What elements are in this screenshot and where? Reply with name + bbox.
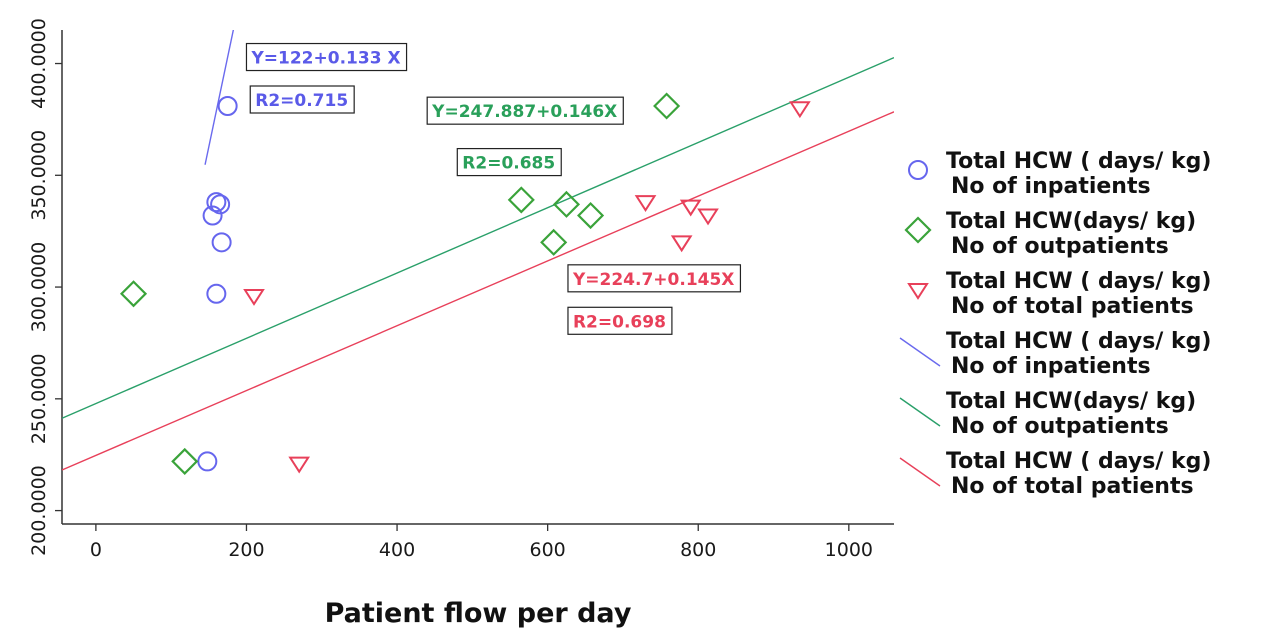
annotation-box xyxy=(567,264,742,293)
data-point-triangle-down xyxy=(288,456,311,474)
data-point-diamond xyxy=(507,186,535,214)
data-point-circle xyxy=(210,194,231,215)
legend-sublabel: No of total patients xyxy=(951,294,1194,319)
legend-marker-circle xyxy=(908,160,928,180)
data-point-diamond xyxy=(540,228,568,256)
annotations: Y=122+0.133 X R2=0.715 Y=247.887+0.146X R2=… xyxy=(245,42,742,335)
data-point-triangle-down xyxy=(679,199,702,217)
legend-label: Total HCW ( days/ kg) xyxy=(946,149,1211,174)
y-tick-label: 250.0000 xyxy=(28,353,50,444)
annotation-text: R2=0.685 xyxy=(462,154,555,174)
x-tick-label: 0 xyxy=(90,539,102,561)
data-point-triangle-down xyxy=(670,235,693,253)
regression-line xyxy=(62,56,894,419)
legend-label: Total HCW ( days/ kg) xyxy=(946,269,1211,294)
x-axis-label: Patient flow per day xyxy=(325,598,632,629)
annotation-text: R2=0.698 xyxy=(573,312,666,332)
annotation-text: R2=0.715 xyxy=(255,91,348,111)
y-tick-label: 200.0000 xyxy=(28,465,50,556)
data-point-circle xyxy=(202,205,223,226)
x-tick-label: 1000 xyxy=(825,539,873,561)
annotation-box xyxy=(249,85,355,114)
legend-sublabel: No of total patients xyxy=(951,474,1194,499)
data-point-triangle-down xyxy=(789,101,811,119)
legend-marker-diamond xyxy=(904,216,932,244)
regression-lines xyxy=(62,30,894,471)
annotation-box xyxy=(426,96,624,125)
data-point-diamond xyxy=(171,447,199,475)
legend-label: Total HCW ( days/ kg) xyxy=(946,449,1211,474)
annotation-box xyxy=(245,42,408,72)
legend: Total HCW ( days/ kg)No of inpatientsTot… xyxy=(899,149,1211,499)
x-tick-label: 600 xyxy=(530,539,566,561)
legend-sublabel: No of outpatients xyxy=(951,234,1169,259)
x-tick-label: 800 xyxy=(680,539,716,561)
data-points xyxy=(119,92,811,475)
data-point-circle xyxy=(206,192,227,213)
data-point-triangle-down xyxy=(634,195,657,212)
legend-line-swatch xyxy=(899,457,941,487)
legend-marker-triangle-down xyxy=(907,283,929,300)
annotation-text: Y=224.7+0.145X xyxy=(572,270,734,290)
regression-line xyxy=(62,111,894,471)
legend-line-swatch xyxy=(899,397,941,427)
legend-label: Total HCW(days/ kg) xyxy=(946,389,1196,414)
data-point-circle xyxy=(211,232,232,253)
annotation-text: Y=247.887+0.146X xyxy=(431,102,617,122)
y-tick-label: 350.0000 xyxy=(28,130,50,221)
data-point-triangle-down xyxy=(243,289,265,306)
x-tick-label: 400 xyxy=(379,539,415,561)
x-tick-label: 200 xyxy=(228,539,264,561)
data-point-circle xyxy=(217,96,238,116)
annotation-box xyxy=(567,306,673,335)
legend-line-swatch xyxy=(899,337,941,367)
data-point-diamond xyxy=(552,190,581,218)
axes: 0 200 400 600 800 1000 200.0000 250.0000 300.000… xyxy=(28,18,894,561)
legend-sublabel: No of inpatients xyxy=(951,354,1151,379)
annotation-box xyxy=(456,147,562,177)
legend-sublabel: No of inpatients xyxy=(951,174,1151,199)
data-point-diamond xyxy=(119,280,148,308)
data-point-triangle-down xyxy=(697,208,719,226)
y-tick-label: 400.0000 xyxy=(28,18,50,109)
legend-label: Total HCW ( days/ kg) xyxy=(946,329,1211,354)
legend-sublabel: No of outpatients xyxy=(951,414,1169,439)
annotation-text: Y=122+0.133 X xyxy=(250,49,400,69)
data-point-diamond xyxy=(577,201,605,230)
regression-line xyxy=(204,30,235,165)
data-point-diamond xyxy=(653,92,681,120)
data-point-circle xyxy=(206,283,227,304)
y-tick-label: 300.0000 xyxy=(28,242,50,333)
data-point-circle xyxy=(197,451,218,472)
legend-label: Total HCW(days/ kg) xyxy=(946,209,1196,234)
